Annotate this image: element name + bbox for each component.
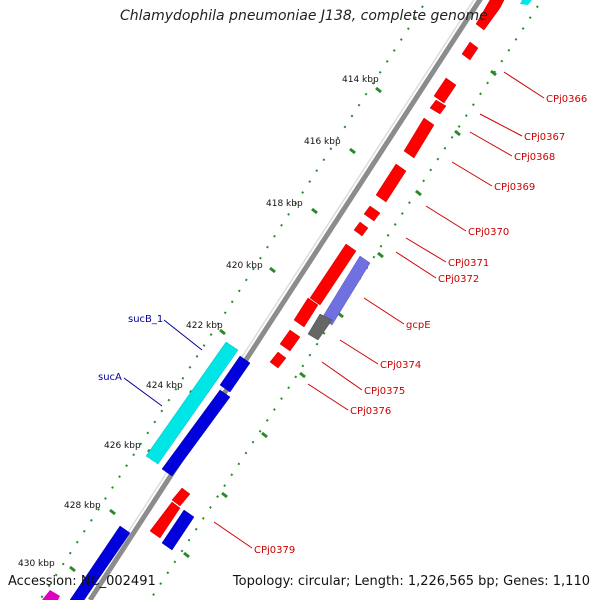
gene-label: CPj0368 [514, 152, 555, 163]
gene-sucB_1 [145, 341, 239, 465]
gene-label: gcpE [406, 320, 431, 331]
gene-label: CPj0369 [494, 182, 535, 193]
gene-magenta [42, 590, 60, 600]
gene-block [429, 99, 447, 115]
gene-label: CPj0371 [448, 258, 489, 269]
major-tick [490, 69, 497, 77]
leader-line [479, 113, 523, 137]
leader-line [395, 251, 437, 279]
major-tick [349, 147, 356, 155]
gene-cyan-top [520, 0, 532, 5]
major-tick [69, 565, 76, 573]
major-tick [183, 551, 190, 559]
genome-backbone [87, 0, 483, 600]
gene-block [309, 243, 357, 306]
leader-line [405, 237, 447, 263]
gene-block [363, 205, 381, 222]
accession-label: Accession: NC_002491 [8, 574, 156, 589]
gene-label: CPj0374 [380, 360, 421, 371]
leader-line [123, 377, 163, 407]
major-tick [219, 328, 226, 336]
gene-label: sucB_1 [128, 314, 163, 325]
gene-block [69, 525, 131, 600]
kbp-label: 430 kbp [18, 559, 55, 569]
gene-block [293, 297, 319, 328]
gene-label: CPj0376 [350, 406, 391, 417]
leader-line [213, 521, 253, 549]
major-tick [415, 189, 422, 197]
gene-block [219, 355, 251, 393]
outer-tick-ring [39, 0, 428, 600]
gene-label: CPj0366 [546, 94, 587, 105]
leader-line [503, 71, 545, 99]
gene-block [433, 77, 457, 104]
leader-line [307, 383, 349, 411]
kbp-label: 420 kbp [226, 261, 263, 271]
major-tick [377, 251, 384, 259]
major-tick [269, 266, 276, 274]
gene-label: CPj0372 [438, 274, 479, 285]
gene-label: CPj0367 [524, 132, 565, 143]
topology-label: Topology: circular; Length: 1,226,565 bp… [232, 574, 590, 589]
kbp-label: 424 kbp [146, 381, 183, 391]
gene-block [269, 351, 287, 369]
gene-block [475, 0, 505, 31]
kbp-label: 414 kbp [342, 75, 379, 85]
gene-label: CPj0379 [254, 545, 295, 556]
gene-block [161, 509, 195, 551]
gene-block [149, 501, 181, 539]
backbone-highlight [83, 0, 475, 600]
gene-sucA [161, 389, 231, 477]
major-tick [299, 371, 306, 379]
leader-line [425, 205, 467, 232]
kbp-label: 426 kbp [104, 441, 141, 451]
gene-block [353, 221, 369, 237]
gene-gcpE [321, 255, 371, 326]
kbp-label: 422 kbp [186, 321, 223, 331]
major-tick [221, 491, 228, 499]
map-title: Chlamydophila pneumoniae J138, complete … [120, 8, 488, 24]
gene-block [279, 329, 301, 352]
gene-block [171, 487, 191, 507]
kbp-label: 416 kbp [304, 137, 341, 147]
major-tick [261, 431, 268, 439]
gene-block [403, 117, 435, 159]
gene-label: CPj0370 [468, 227, 509, 238]
kbp-label: 418 kbp [266, 199, 303, 209]
leader-line [451, 161, 493, 187]
gene-gray [307, 313, 333, 341]
gene-label: CPj0375 [364, 386, 405, 397]
gene-block [461, 41, 479, 61]
major-tick [311, 207, 318, 215]
kbp-label: 428 kbp [64, 501, 101, 511]
leader-line [469, 131, 513, 157]
major-tick [454, 129, 461, 137]
gene-label: sucA [98, 372, 122, 383]
major-tick [109, 508, 116, 516]
leader-line [339, 339, 379, 365]
leader-line [321, 361, 363, 391]
gene-block [375, 163, 407, 203]
leader-line [163, 319, 203, 351]
major-tick [375, 86, 382, 94]
leader-line [363, 297, 405, 325]
